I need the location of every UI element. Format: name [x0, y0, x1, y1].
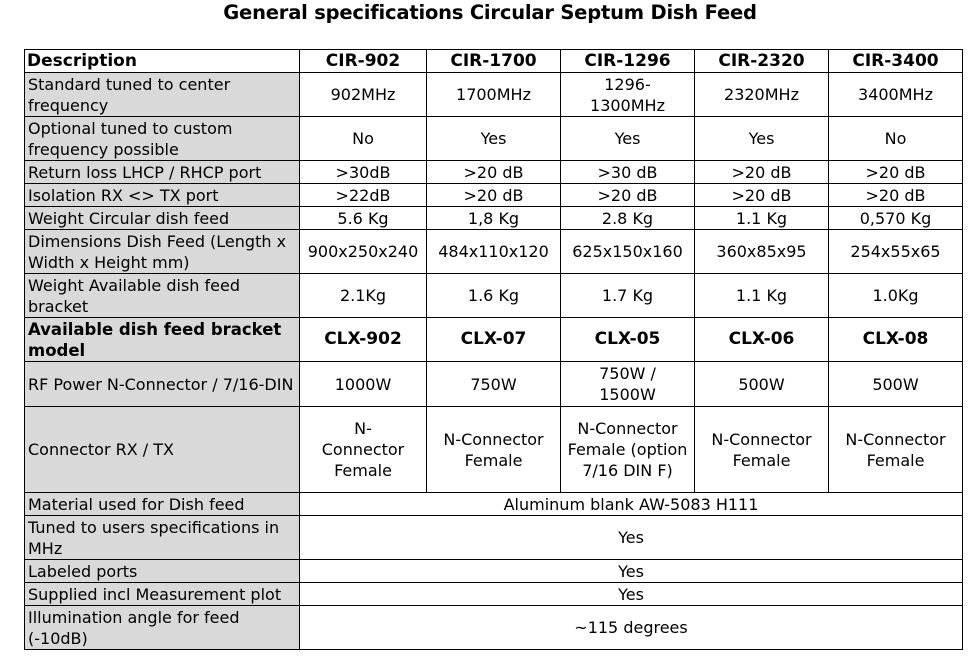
table-cell: 625x150x160 [560, 229, 695, 274]
table-cell: Yes [694, 116, 829, 161]
table-cell: >20 dB [560, 183, 695, 207]
table-cell: No [828, 116, 963, 161]
table-cell: 750W [426, 361, 561, 407]
row-label: Return loss LHCP / RHCP port [24, 160, 300, 184]
row-label: Available dish feed bracket model [24, 317, 300, 362]
merged-value-cell: Yes [299, 559, 963, 583]
table-cell: 484x110x120 [426, 229, 561, 274]
merged-value-cell: Yes [299, 515, 963, 560]
table-cell: 1700MHz [426, 72, 561, 117]
row-label: Tuned to users specifications in MHz [24, 515, 300, 560]
table-cell: 1000W [299, 361, 427, 407]
header-row: Description CIR-902 CIR-1700 CIR-1296 CI… [24, 49, 963, 73]
row-label: Weight Available dish feed bracket [24, 273, 300, 318]
table-cell: 2320MHz [694, 72, 829, 117]
table-cell: >20 dB [426, 160, 561, 184]
page-title: General specifications Circular Septum D… [223, 1, 757, 24]
row-label: RF Power N-Connector / 7/16-DIN [24, 361, 300, 407]
table-cell: >20 dB [694, 183, 829, 207]
table-cell: N-Connector Female [694, 406, 829, 493]
table-cell: N-Connector Female [299, 406, 427, 493]
table-row: Optional tuned to custom frequency possi… [24, 116, 963, 161]
column-header-cir-1296: CIR-1296 [560, 49, 695, 73]
table-cell: 5.6 Kg [299, 206, 427, 230]
table-cell: 500W [694, 361, 829, 407]
table-cell: CLX-08 [828, 317, 963, 362]
row-label: Labeled ports [24, 559, 300, 583]
table-row: Material used for Dish feed Aluminum bla… [24, 492, 963, 516]
table-cell: CLX-05 [560, 317, 695, 362]
row-label: Connector RX / TX [24, 406, 300, 493]
table-cell: >20 dB [694, 160, 829, 184]
column-header-cir-1700: CIR-1700 [426, 49, 561, 73]
table-row: Isolation RX <> TX port >22dB >20 dB >20… [24, 183, 963, 207]
table-cell: >30 dB [560, 160, 695, 184]
column-header-cir-2320: CIR-2320 [694, 49, 829, 73]
table-cell: Yes [560, 116, 695, 161]
table-row: Dimensions Dish Feed (Length x Width x H… [24, 229, 963, 274]
column-header-description: Description [24, 49, 300, 73]
row-label: Isolation RX <> TX port [24, 183, 300, 207]
table-cell: 1.7 Kg [560, 273, 695, 318]
table-cell: N-Connector Female [828, 406, 963, 493]
table-row: Return loss LHCP / RHCP port >30dB >20 d… [24, 160, 963, 184]
row-label: Illumination angle for feed (-10dB) [24, 605, 300, 650]
table-cell: N-Connector Female (option 7/16 DIN F) [560, 406, 695, 493]
table-cell: N-Connector Female [426, 406, 561, 493]
row-label: Supplied incl Measurement plot [24, 582, 300, 606]
table-cell: Yes [426, 116, 561, 161]
table-cell: 360x85x95 [694, 229, 829, 274]
table-cell: 1.0Kg [828, 273, 963, 318]
table-row: Supplied incl Measurement plot Yes [24, 582, 963, 606]
table-cell: 900x250x240 [299, 229, 427, 274]
table-cell: CLX-902 [299, 317, 427, 362]
merged-value-cell: ~115 degrees [299, 605, 963, 650]
table-row: RF Power N-Connector / 7/16-DIN 1000W 75… [24, 361, 963, 407]
table-cell: 254x55x65 [828, 229, 963, 274]
table-cell: CLX-06 [694, 317, 829, 362]
table-cell: 1.1 Kg [694, 206, 829, 230]
table-cell: >20 dB [828, 183, 963, 207]
column-header-cir-3400: CIR-3400 [828, 49, 963, 73]
table-row: Standard tuned to center frequency 902MH… [24, 72, 963, 117]
table-cell: 2.1Kg [299, 273, 427, 318]
row-label: Dimensions Dish Feed (Length x Width x H… [24, 229, 300, 274]
row-label: Standard tuned to center frequency [24, 72, 300, 117]
table-cell: >30dB [299, 160, 427, 184]
table-row: Illumination angle for feed (-10dB) ~115… [24, 605, 963, 650]
table-row: Weight Circular dish feed 5.6 Kg 1,8 Kg … [24, 206, 963, 230]
column-header-cir-902: CIR-902 [299, 49, 427, 73]
row-label: Weight Circular dish feed [24, 206, 300, 230]
table-cell: 3400MHz [828, 72, 963, 117]
table-cell: 1.6 Kg [426, 273, 561, 318]
table-cell: >22dB [299, 183, 427, 207]
table-row: Available dish feed bracket model CLX-90… [24, 317, 963, 362]
table-cell: 902MHz [299, 72, 427, 117]
table-cell: 0,570 Kg [828, 206, 963, 230]
row-label: Optional tuned to custom frequency possi… [24, 116, 300, 161]
table-cell: 1296-1300MHz [560, 72, 695, 117]
merged-value-cell: Aluminum blank AW-5083 H111 [299, 492, 963, 516]
table-cell: 1,8 Kg [426, 206, 561, 230]
specifications-table: Description CIR-902 CIR-1700 CIR-1296 CI… [24, 49, 963, 650]
table-row: Weight Available dish feed bracket 2.1Kg… [24, 273, 963, 318]
table-cell: >20 dB [828, 160, 963, 184]
table-cell: No [299, 116, 427, 161]
row-label: Material used for Dish feed [24, 492, 300, 516]
table-cell: >20 dB [426, 183, 561, 207]
table-cell: CLX-07 [426, 317, 561, 362]
table-cell: 2.8 Kg [560, 206, 695, 230]
table-cell: 750W / 1500W [560, 361, 695, 407]
table-cell: 1.1 Kg [694, 273, 829, 318]
table-row: Tuned to users specifications in MHz Yes [24, 515, 963, 560]
merged-value-cell: Yes [299, 582, 963, 606]
table-row: Connector RX / TX N-Connector Female N-C… [24, 406, 963, 493]
table-row: Labeled ports Yes [24, 559, 963, 583]
table-cell: 500W [828, 361, 963, 407]
